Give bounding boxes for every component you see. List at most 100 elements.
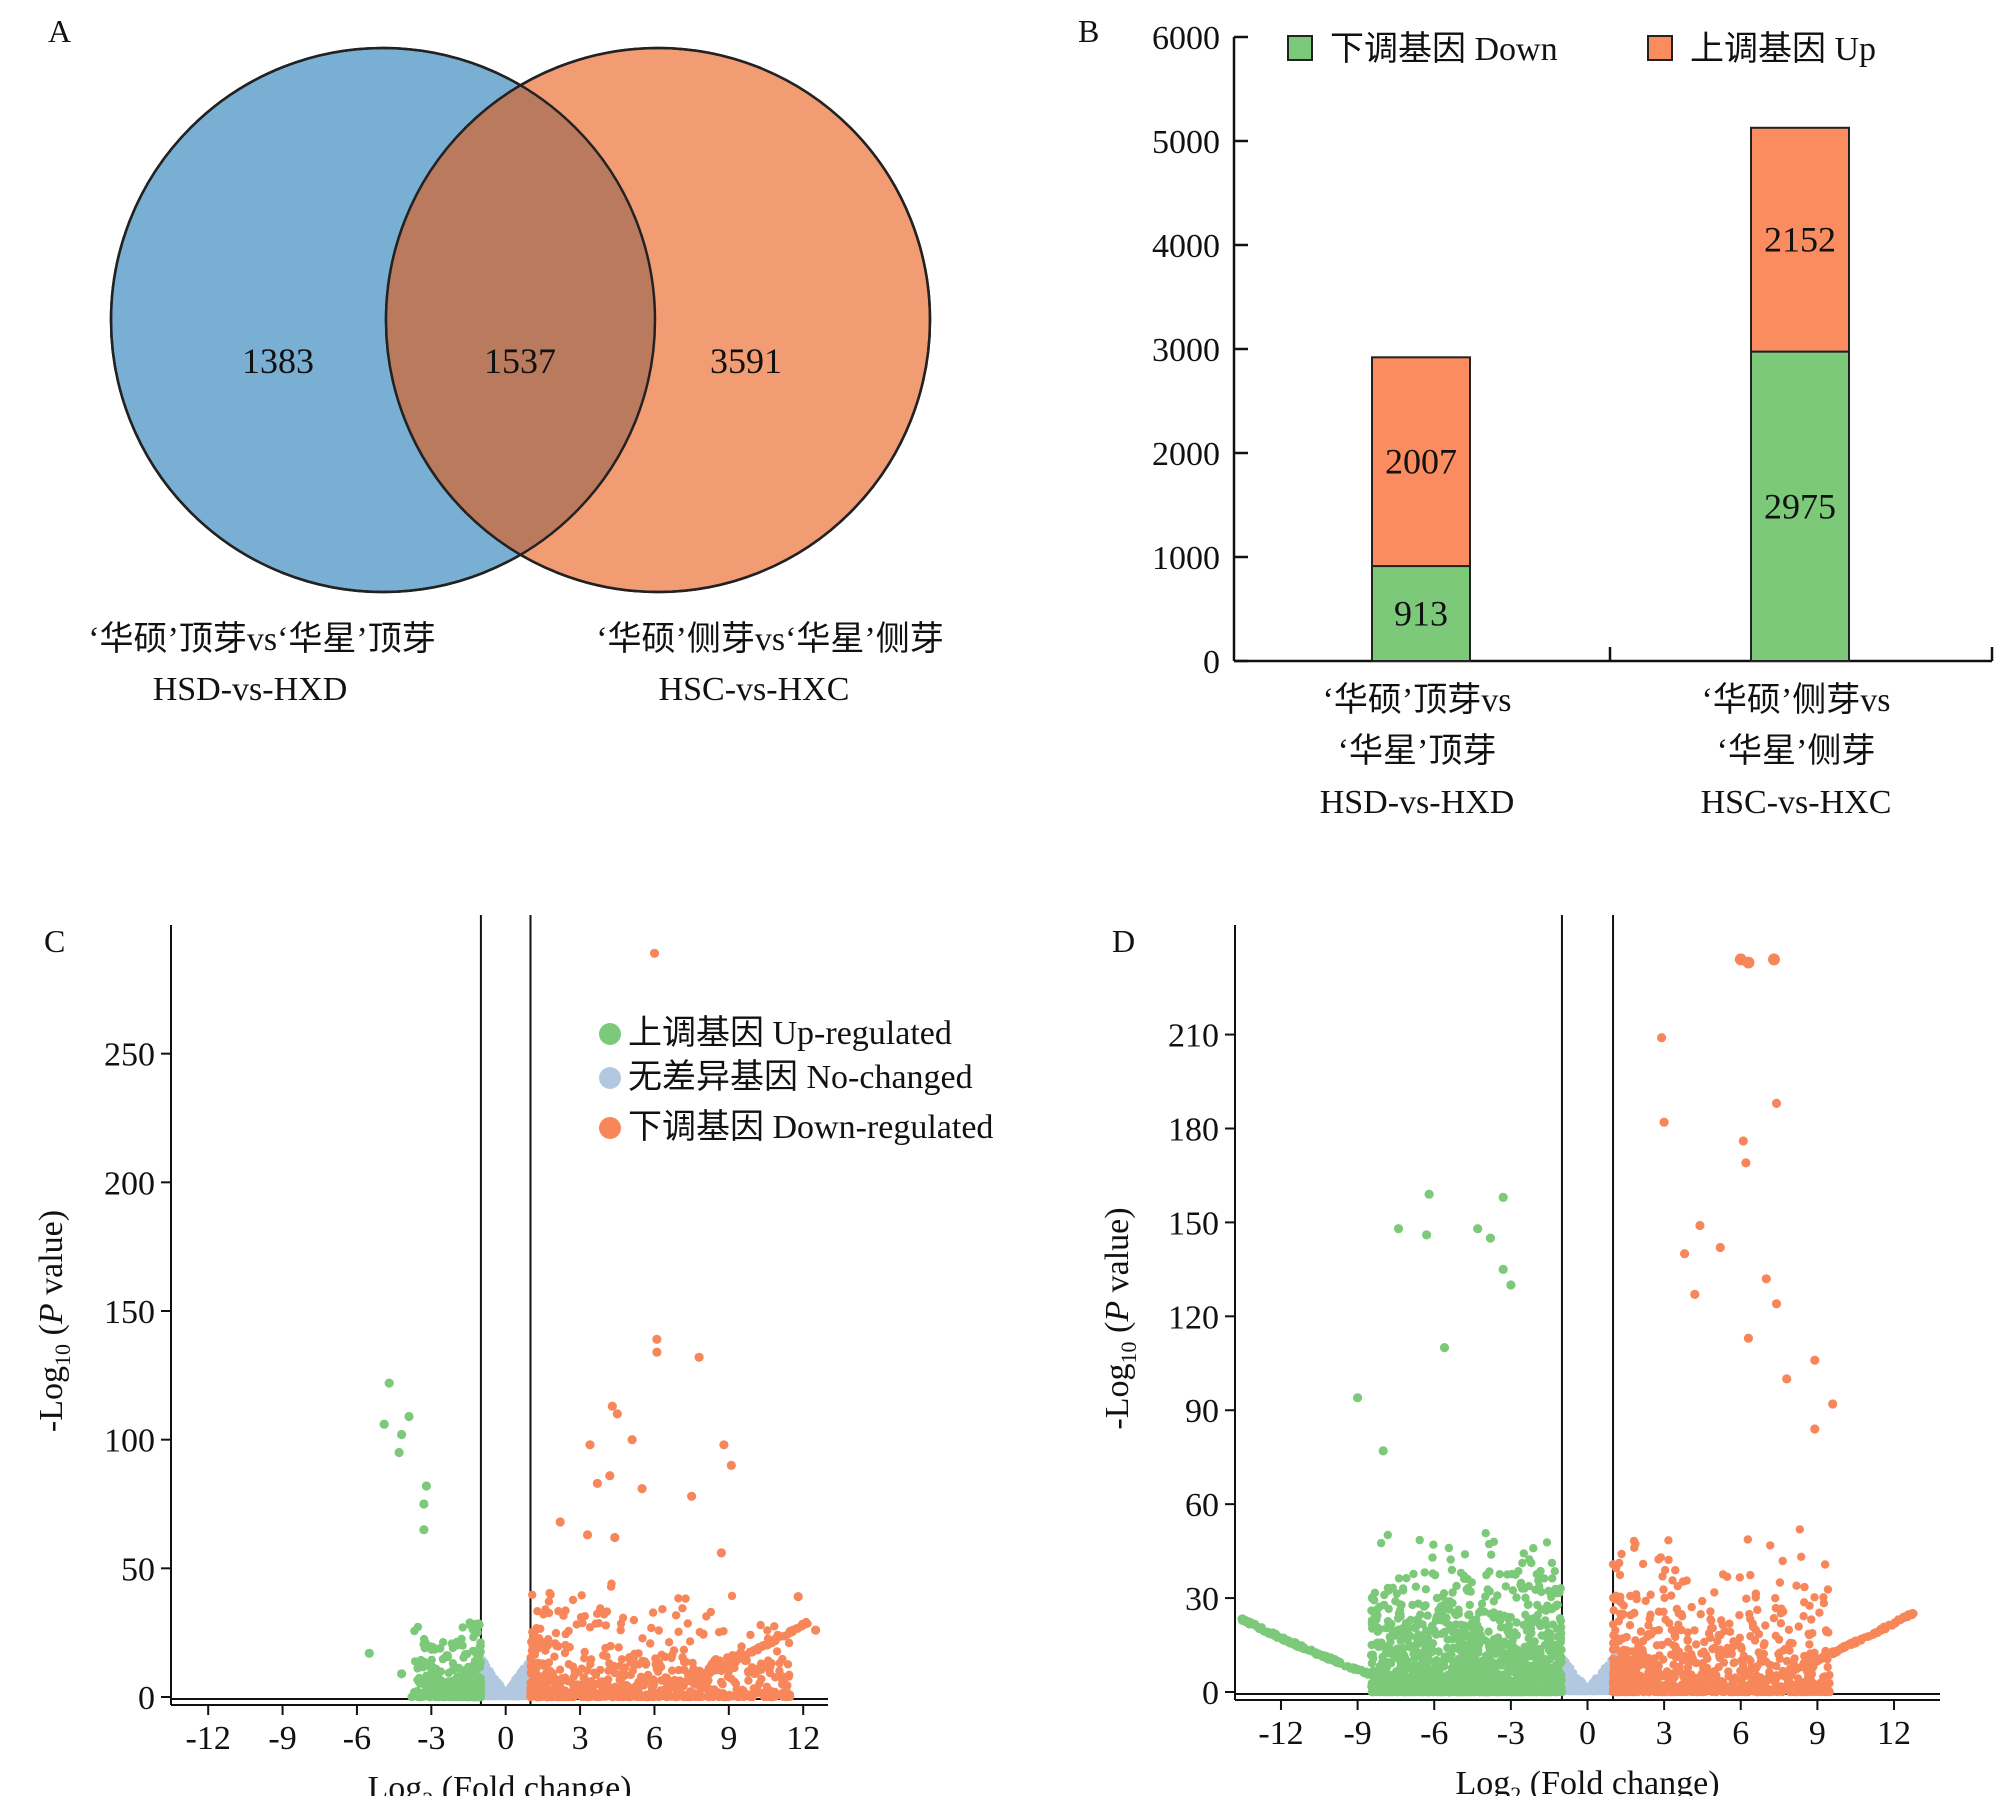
point-down-regulated [569,1682,578,1692]
point-up-regulated [448,1692,458,1702]
point-down-regulated [626,1658,635,1667]
x-tick-label: 0 [497,1720,514,1757]
point-down-regulated [570,1667,579,1676]
point-down-regulated [712,1665,721,1674]
point-up-regulated [1392,1589,1402,1598]
point-up-regulated [1474,1645,1483,1655]
legend-down-regulated: 下调基因 Down-regulated [628,1108,993,1146]
point-down-regulated [634,1677,643,1687]
scatter-points [1237,953,1918,1697]
point-up-regulated [1409,1569,1418,1579]
point-down-regulated [679,1657,689,1667]
point-down-regulated [728,1692,737,1701]
point-down-regulated [764,1656,773,1665]
point-up-regulated [1411,1582,1421,1591]
y-axis-title: -Log10 (P value) [33,1210,75,1432]
point-down-regulated [602,1652,611,1661]
x-tick-label: 6 [1732,1715,1749,1752]
point-down-regulated [543,1641,552,1650]
point-down-regulated [626,1670,635,1680]
point-up-regulated [1484,1627,1493,1636]
bar-legend: 下调基因 Down 上调基因 Up [1287,30,1876,68]
point-down-regulated [615,1661,624,1671]
point-up-regulated [1375,1602,1384,1611]
point-down-regulated [679,1692,688,1702]
point-up-regulated [1420,1568,1429,1577]
point-down-regulated [552,1683,561,1693]
y-tick-label: 3000 [1152,332,1220,369]
point-down-regulated [1638,1559,1648,1569]
point-up-regulated [1454,1609,1463,1619]
point-up-regulated [471,1661,481,1670]
point-down-regulated [578,1618,587,1628]
point-down-regulated [583,1666,592,1675]
point-up-regulated [1402,1574,1411,1583]
point-up-regulated [1394,1574,1404,1583]
point-up-regulated [1382,1624,1391,1633]
legend-label-down: 下调基因 Down [1330,30,1558,68]
point-up-regulated [1464,1633,1474,1642]
point-down-regulated [737,1642,746,1651]
point-down-regulated [606,1582,616,1591]
venn-left-label-2: HSD-vs-HXD [153,671,348,708]
point-down-regulated [537,1685,546,1694]
point-up-regulated [1514,1676,1524,1685]
point-up-regulated [1459,1687,1469,1697]
point-no-change [1594,1675,1602,1683]
point-up-regulated [464,1674,473,1684]
point-down-regulated [811,1625,821,1635]
point-up-regulated [1501,1623,1510,1632]
point-down-regulated [602,1681,611,1690]
point-down-regulated [528,1627,537,1637]
point-down-regulated [730,1677,739,1686]
point-down-regulated [769,1637,778,1646]
point-up-regulated [1496,1640,1505,1650]
bar-up-value: 2152 [1764,220,1836,260]
point-up-regulated [475,1691,484,1701]
point-down-regulated [719,1440,729,1450]
point-down-regulated [772,1647,782,1656]
bar-down-value: 913 [1394,594,1448,634]
point-up-regulated [1531,1585,1540,1595]
point-up-regulated [1545,1655,1554,1665]
point-down-regulated [585,1440,595,1450]
point-down-regulated [670,1682,678,1691]
point-up-regulated [1447,1565,1457,1575]
point-down-regulated [1797,1552,1806,1562]
point-down-regulated [694,1352,704,1362]
x-category-label: HSD-vs-HXD [1320,784,1515,821]
point-up-regulated [476,1638,485,1647]
point-down-regulated [756,1620,765,1630]
point-up-regulated [468,1625,477,1634]
point-up-regulated [1505,1630,1514,1640]
point-up-regulated [456,1692,465,1702]
point-up-regulated [465,1689,474,1698]
point-down-regulated [712,1691,721,1700]
point-down-regulated [750,1664,760,1673]
point-down-regulated [699,1669,708,1678]
point-down-regulated [647,1677,657,1686]
point-no-change [1582,1688,1589,1695]
point-up-regulated [468,1646,478,1656]
point-down-regulated [561,1629,570,1639]
point-no-change [1600,1687,1608,1694]
point-down-regulated [727,1591,737,1601]
y-tick-label: 210 [1168,1018,1219,1055]
point-down-regulated [616,1619,626,1628]
y-tick-label: 6000 [1152,20,1220,57]
point-up-regulated [1495,1570,1504,1579]
point-down-regulated [622,1681,631,1690]
point-down-regulated [704,1691,714,1700]
point-up-regulated [1383,1530,1393,1540]
point-up-regulated [1481,1529,1490,1538]
point-down-regulated [531,1659,541,1668]
point-up-regulated [1438,1592,1447,1601]
point-down-regulated [687,1491,697,1501]
point-up-regulated [1556,1637,1566,1647]
point-up-regulated [1432,1613,1441,1622]
y-tick-label: 50 [121,1551,155,1588]
point-down-regulated [1799,1612,1808,1621]
point-down-regulated [763,1626,772,1635]
point-up-regulated [1459,1671,1468,1680]
